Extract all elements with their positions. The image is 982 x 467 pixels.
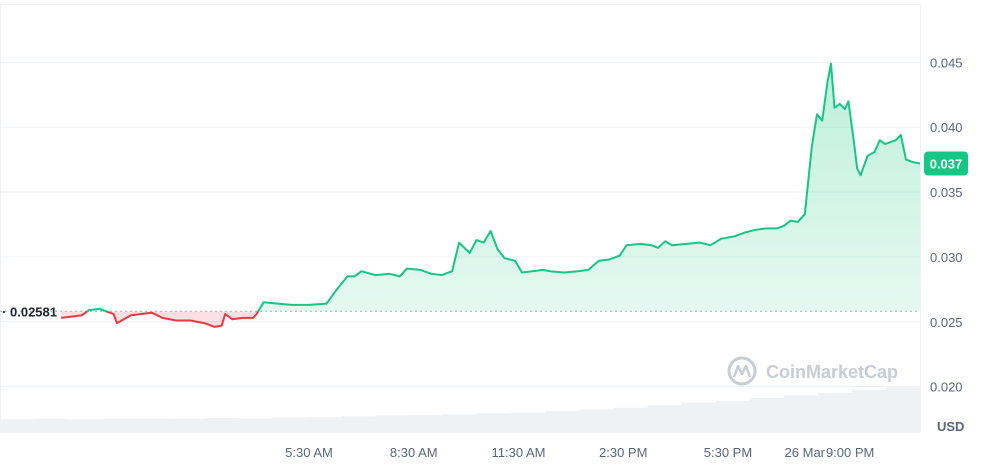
volume-bar	[238, 418, 274, 432]
volume-bar	[442, 414, 478, 432]
y-tick-label: 0.035	[930, 185, 963, 200]
volume-bar	[0, 419, 35, 432]
volume-bar	[408, 415, 444, 432]
volume-bar	[681, 402, 717, 432]
volume-bar	[272, 417, 308, 432]
volume-bar	[749, 397, 785, 432]
current-price-value: 0.037	[930, 157, 963, 172]
y-tick-label: 0.020	[930, 380, 963, 395]
volume-bar	[34, 418, 69, 432]
watermark-text: CoinMarketCap	[766, 362, 898, 382]
volume-bar	[374, 415, 410, 432]
volume-bar	[579, 409, 614, 432]
y-axis-ticks: 0.020 0.025 0.030 0.035 0.040 0.045	[930, 55, 963, 394]
volume-bar	[170, 418, 205, 432]
svg-text:·: ·	[2, 304, 6, 319]
price-line-below-reference	[60, 311, 260, 328]
current-price-badge: 0.037	[924, 151, 968, 176]
volume-bars	[0, 386, 921, 432]
x-tick-label: 9:00 PM	[826, 445, 874, 460]
x-tick-label: 5:30 PM	[704, 445, 752, 460]
volume-bar	[306, 417, 342, 432]
volume-bar	[204, 417, 240, 432]
volume-bar	[136, 418, 171, 432]
plot-frame	[0, 4, 921, 433]
current-price-badge-background	[924, 151, 968, 176]
x-tick-label: 5:30 AM	[285, 445, 333, 460]
volume-bar	[647, 405, 682, 432]
y-tick-label: 0.045	[930, 55, 963, 70]
volume-bar	[102, 418, 137, 432]
volume-bar	[477, 413, 512, 432]
reference-price-label: · 0.02581	[2, 304, 57, 319]
grid-lines	[0, 61, 920, 388]
coinmarketcap-logo-icon	[727, 356, 757, 386]
x-tick-label: 26 Mar	[785, 445, 826, 460]
volume-bar	[783, 395, 819, 432]
price-area-above-reference	[87, 63, 920, 312]
volume-bar	[511, 412, 546, 432]
volume-bar	[340, 416, 376, 432]
x-tick-label: 2:30 PM	[599, 445, 647, 460]
volume-bar	[715, 400, 751, 432]
volume-bar	[68, 419, 103, 432]
coinmarketcap-watermark: CoinMarketCap	[727, 356, 898, 386]
volume-bar	[885, 386, 921, 432]
currency-unit-label: USD	[937, 419, 964, 434]
volume-bar	[817, 392, 853, 432]
volume-bar	[851, 389, 887, 432]
y-tick-label: 0.025	[930, 315, 963, 330]
price-line-above-reference	[85, 62, 920, 312]
volume-bar	[545, 411, 580, 432]
x-axis-ticks: 26 Mar 5:30 AM 8:30 AM 11:30 AM 2:30 PM 5:30 …	[285, 445, 874, 460]
x-tick-label: 11:30 AM	[491, 445, 545, 460]
y-tick-label: 0.030	[930, 250, 963, 265]
y-tick-label: 0.040	[930, 120, 963, 135]
volume-bar	[613, 407, 648, 432]
x-tick-label: 8:30 AM	[390, 445, 438, 460]
reference-price-value: 0.02581	[10, 304, 57, 319]
